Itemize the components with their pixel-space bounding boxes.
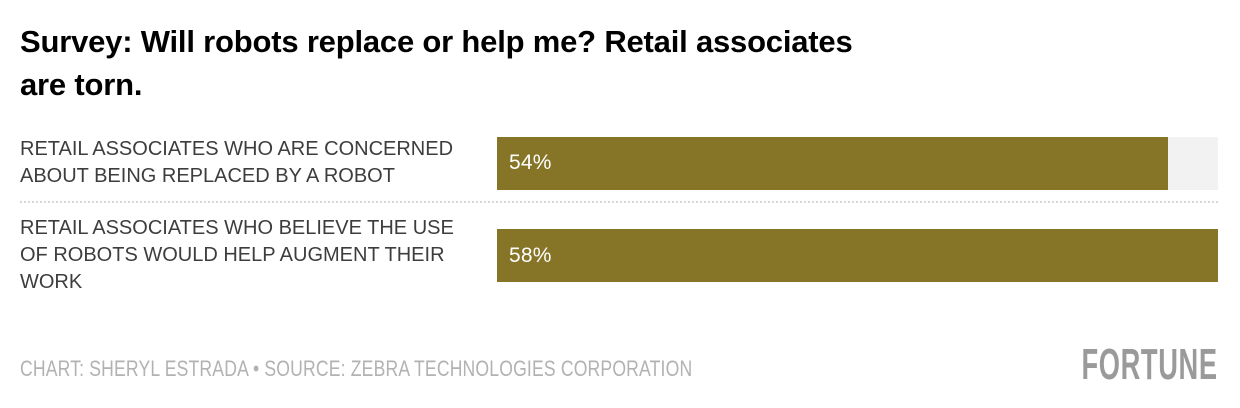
bar-row-label: RETAIL ASSOCIATES WHO ARE CONCERNED ABOU…: [20, 138, 454, 187]
fortune-logo: FORTUNE: [1081, 340, 1218, 389]
chart-title: Survey: Will robots replace or help me? …: [20, 24, 853, 102]
bar-value-label: 58%: [509, 243, 552, 267]
bar-track: 54%: [497, 136, 1218, 190]
source-credit: CHART: SHERYL ESTRADA • SOURCE: ZEBRA TE…: [20, 356, 693, 381]
bar-track: 58%: [497, 229, 1218, 282]
bar-concerned: 54%: [497, 136, 1169, 190]
bar-augment: 58%: [497, 229, 1218, 282]
bar-row-augment: RETAIL ASSOCIATES WHO BELIEVE THE USE OF…: [20, 201, 1218, 296]
chart-footer: CHART: SHERYL ESTRADA • SOURCE: ZEBRA TE…: [20, 340, 1218, 389]
bar-row-label: RETAIL ASSOCIATES WHO BELIEVE THE USE OF…: [20, 217, 454, 293]
bar-row-concerned: RETAIL ASSOCIATES WHO ARE CONCERNED ABOU…: [20, 136, 1218, 201]
bar-value-label: 54%: [509, 151, 552, 174]
bar-chart: RETAIL ASSOCIATES WHO ARE CONCERNED ABOU…: [20, 136, 1218, 296]
